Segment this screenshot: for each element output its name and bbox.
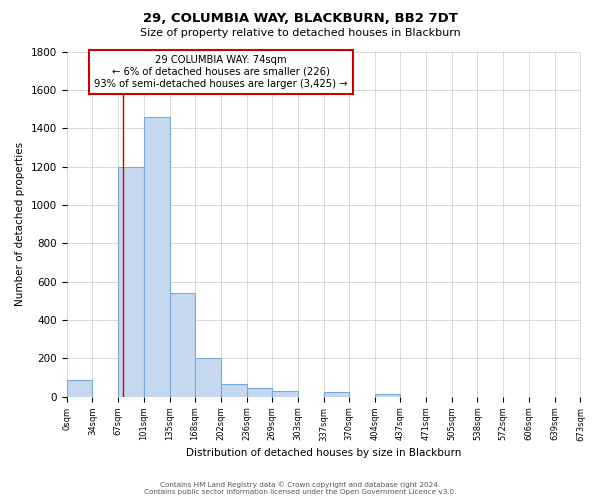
Text: 29 COLUMBIA WAY: 74sqm
← 6% of detached houses are smaller (226)
93% of semi-det: 29 COLUMBIA WAY: 74sqm ← 6% of detached … bbox=[94, 56, 347, 88]
Y-axis label: Number of detached properties: Number of detached properties bbox=[15, 142, 25, 306]
Text: Size of property relative to detached houses in Blackburn: Size of property relative to detached ho… bbox=[140, 28, 460, 38]
Text: Contains public sector information licensed under the Open Government Licence v3: Contains public sector information licen… bbox=[144, 489, 456, 495]
Bar bbox=[324, 392, 349, 397]
Bar bbox=[195, 358, 221, 397]
Bar bbox=[272, 391, 298, 397]
Bar bbox=[143, 116, 170, 397]
Bar bbox=[118, 166, 143, 397]
Bar bbox=[375, 394, 400, 397]
Bar bbox=[67, 380, 92, 397]
Text: 29, COLUMBIA WAY, BLACKBURN, BB2 7DT: 29, COLUMBIA WAY, BLACKBURN, BB2 7DT bbox=[143, 12, 457, 26]
Bar bbox=[170, 293, 195, 397]
Text: Contains HM Land Registry data © Crown copyright and database right 2024.: Contains HM Land Registry data © Crown c… bbox=[160, 481, 440, 488]
Bar bbox=[247, 388, 272, 397]
Bar bbox=[221, 384, 247, 397]
X-axis label: Distribution of detached houses by size in Blackburn: Distribution of detached houses by size … bbox=[186, 448, 461, 458]
